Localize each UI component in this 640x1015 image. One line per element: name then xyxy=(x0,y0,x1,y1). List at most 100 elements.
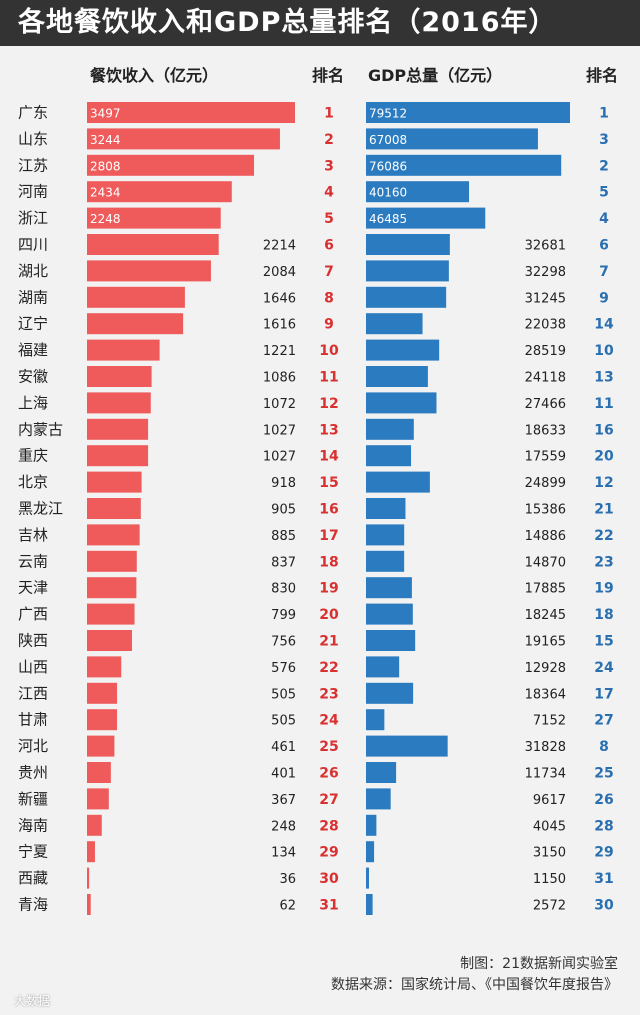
catering-bar xyxy=(87,445,149,467)
catering-bar xyxy=(87,181,232,203)
gdp-bar xyxy=(366,894,373,915)
gdp-bar xyxy=(366,234,450,255)
gdp-value-label: 18364 xyxy=(525,687,566,702)
gdp-value-label: 2572 xyxy=(533,899,566,914)
catering-rank-label: 20 xyxy=(319,607,339,623)
gdp-bar xyxy=(366,762,397,783)
gdp-value-label: 32681 xyxy=(525,239,566,254)
gdp-rank-label: 11 xyxy=(594,396,613,412)
catering-rank-label: 21 xyxy=(319,634,338,650)
gdp-rank-label: 17 xyxy=(594,686,613,702)
province-label: 内蒙古 xyxy=(18,420,63,438)
catering-rank-label: 28 xyxy=(319,818,338,834)
gdp-value-label: 28519 xyxy=(525,344,566,359)
catering-value-label: 36 xyxy=(279,872,296,887)
catering-rank-label: 29 xyxy=(319,845,338,861)
catering-value-label: 2214 xyxy=(263,239,296,254)
catering-value-label: 799 xyxy=(271,608,296,623)
gdp-rank-label: 30 xyxy=(594,898,614,914)
gdp-rank-label: 7 xyxy=(599,264,609,280)
catering-value-label: 1027 xyxy=(263,423,296,438)
gdp-bar xyxy=(366,841,375,863)
gdp-bar xyxy=(366,498,406,519)
gdp-value-label: 14886 xyxy=(525,529,566,544)
catering-rank-label: 27 xyxy=(319,792,338,808)
catering-value-label: 905 xyxy=(271,503,296,518)
catering-rank-label: 30 xyxy=(319,871,339,887)
gdp-rank-label: 10 xyxy=(594,343,614,359)
province-label: 江苏 xyxy=(18,156,48,174)
catering-value-label: 1072 xyxy=(263,397,296,412)
province-label: 陕西 xyxy=(18,632,48,650)
province-label: 新疆 xyxy=(18,790,48,808)
catering-bar xyxy=(87,339,160,361)
gdp-bar xyxy=(366,445,412,467)
gdp-value-label: 14870 xyxy=(525,555,566,570)
gdp-rank-label: 18 xyxy=(594,607,613,623)
gdp-rank-header: 排名 xyxy=(586,66,619,85)
gdp-value-label: 19165 xyxy=(525,635,566,650)
province-label: 安徽 xyxy=(18,368,48,386)
gdp-rank-label: 3 xyxy=(599,132,609,148)
catering-header: 餐饮收入（亿元） xyxy=(90,66,219,85)
province-label: 福建 xyxy=(18,341,48,359)
catering-value-label: 576 xyxy=(271,661,296,676)
catering-value-label: 367 xyxy=(271,793,296,808)
gdp-bar xyxy=(366,656,400,678)
catering-value-label: 2084 xyxy=(263,265,296,280)
gdp-rank-label: 29 xyxy=(594,845,613,861)
catering-bar xyxy=(87,630,132,651)
catering-bar xyxy=(87,814,102,836)
gdp-rank-label: 22 xyxy=(594,528,613,544)
catering-bar xyxy=(87,709,118,731)
watermark-logo: 大数据 xyxy=(14,994,51,1008)
catering-rank-label: 12 xyxy=(319,396,338,412)
gdp-value-label: 1150 xyxy=(533,872,566,887)
province-label: 青海 xyxy=(18,896,48,914)
gdp-bar xyxy=(366,154,562,176)
gdp-rank-label: 20 xyxy=(594,449,614,465)
gdp-bar xyxy=(366,366,428,387)
gdp-value-label: 17885 xyxy=(525,582,566,597)
gdp-bar xyxy=(366,603,413,625)
gdp-rank-label: 9 xyxy=(599,290,609,306)
province-label: 河北 xyxy=(18,737,48,755)
gdp-bar xyxy=(366,286,447,308)
province-label: 湖北 xyxy=(18,262,48,280)
catering-rank-label: 6 xyxy=(324,238,334,254)
gdp-bar xyxy=(366,339,440,361)
gdp-value-label: 7152 xyxy=(533,714,566,729)
gdp-value-label: 79512 xyxy=(369,107,407,121)
gdp-value-label: 24118 xyxy=(525,371,566,386)
catering-bar xyxy=(87,894,91,915)
gdp-rank-label: 5 xyxy=(599,185,609,201)
province-label: 山东 xyxy=(18,130,48,148)
catering-bar xyxy=(87,550,137,572)
catering-value-label: 756 xyxy=(271,635,296,650)
catering-rank-label: 9 xyxy=(324,317,334,333)
gdp-rank-label: 8 xyxy=(599,739,609,755)
catering-bar xyxy=(87,313,184,335)
catering-value-label: 134 xyxy=(271,846,296,861)
catering-rank-label: 1 xyxy=(324,106,334,122)
catering-bar xyxy=(87,788,109,810)
catering-bar xyxy=(87,207,221,229)
province-label: 宁夏 xyxy=(18,843,48,861)
gdp-bar xyxy=(366,524,405,546)
catering-rank-label: 26 xyxy=(319,766,338,782)
catering-value-label: 1086 xyxy=(263,371,296,386)
province-label: 北京 xyxy=(18,473,48,491)
gdp-rank-label: 24 xyxy=(594,660,614,676)
gdp-value-label: 4045 xyxy=(533,819,566,834)
province-label: 湖南 xyxy=(18,288,48,306)
catering-value-label: 3244 xyxy=(90,133,121,147)
catering-rank-label: 17 xyxy=(319,528,338,544)
catering-rank-label: 7 xyxy=(324,264,334,280)
catering-rank-label: 18 xyxy=(319,554,338,570)
catering-value-label: 2808 xyxy=(90,159,121,173)
catering-value-label: 918 xyxy=(271,476,296,491)
gdp-bar xyxy=(366,709,385,731)
catering-rank-label: 19 xyxy=(319,581,338,597)
gdp-value-label: 11734 xyxy=(525,767,566,782)
credit-source: 数据来源：国家统计局、《中国餐饮年度报告》 xyxy=(331,977,618,993)
